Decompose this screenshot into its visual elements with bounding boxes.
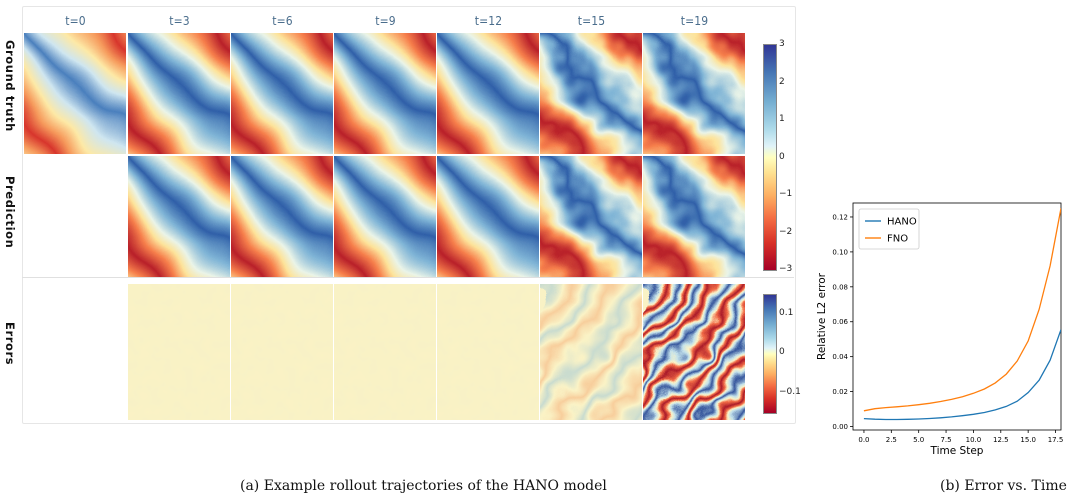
ground-truth-field: [437, 33, 539, 154]
x-tick-label: 2.5: [886, 436, 897, 444]
error-field: [540, 284, 642, 420]
series-line-fno: [863, 208, 1061, 412]
ground-truth-field: [24, 33, 126, 154]
prediction-field: [334, 156, 436, 277]
legend-label-hano: HANO: [887, 217, 917, 228]
row-label-errors: Errors: [3, 322, 17, 366]
x-tick-label: 17.5: [1048, 436, 1064, 444]
y-tick-label: 0.10: [832, 248, 848, 256]
ground-truth-field: [128, 33, 230, 154]
field-colorbar-tick: −2: [779, 226, 793, 237]
prediction-field: [231, 156, 333, 277]
y-tick-label: 0.12: [832, 213, 848, 221]
time-label: t=12: [474, 14, 503, 28]
error-colorbar-tick: 0: [779, 347, 785, 357]
legend-label-fno: FNO: [887, 234, 908, 245]
prediction-field: [643, 156, 745, 277]
error-colorbar-tick: 0.1: [779, 308, 794, 318]
x-tick-label: 12.5: [993, 436, 1009, 444]
time-label: t=9: [375, 14, 396, 28]
prediction-field: [540, 156, 642, 277]
row-label-ground-truth: Ground truth: [3, 40, 17, 132]
error-field: [643, 284, 745, 420]
x-tick-label: 7.5: [940, 436, 951, 444]
x-tick-label: 10.0: [966, 436, 982, 444]
error-colorbar: [763, 294, 777, 414]
x-tick-label: 15.0: [1020, 436, 1036, 444]
legend-box: [858, 208, 920, 250]
y-tick-label: 0.08: [832, 283, 848, 291]
time-label: t=3: [169, 14, 190, 28]
x-axis-label: Time Step: [930, 445, 984, 457]
prediction-field: [128, 156, 230, 277]
error-field: [128, 284, 230, 420]
ground-truth-field: [643, 33, 745, 154]
caption-b: (b) Error vs. Time: [940, 478, 1067, 494]
error-field: [437, 284, 539, 420]
row-separator: [22, 277, 794, 278]
y-tick-label: 0.00: [832, 423, 848, 431]
row-label-prediction: Prediction: [3, 176, 17, 249]
field-colorbar-tick: 2: [779, 76, 785, 87]
field-colorbar: [763, 44, 777, 271]
x-tick-label: 5.0: [913, 436, 924, 444]
time-label: t=6: [272, 14, 293, 28]
error-colorbar-tick: −0.1: [779, 387, 801, 397]
field-colorbar-tick: −1: [779, 189, 793, 199]
error-field: [334, 284, 436, 420]
y-tick-label: 0.04: [832, 353, 848, 361]
series-line-hano: [863, 329, 1061, 421]
plot-frame: [852, 202, 1062, 431]
error-field: [231, 284, 333, 420]
field-colorbar-tick: 3: [779, 39, 785, 49]
y-axis-label: Relative L2 error: [816, 272, 828, 360]
time-label: t=0: [65, 14, 86, 28]
ground-truth-field: [540, 33, 642, 154]
caption-a: (a) Example rollout trajectories of the …: [240, 478, 607, 494]
ground-truth-field: [334, 33, 436, 154]
x-tick-label: 0.0: [858, 436, 869, 444]
field-colorbar-tick: −3: [779, 264, 793, 274]
time-label: t=19: [680, 14, 709, 28]
time-label: t=15: [577, 14, 606, 28]
prediction-field: [437, 156, 539, 277]
field-colorbar-tick: 0: [779, 151, 785, 162]
y-tick-label: 0.06: [832, 318, 848, 326]
y-tick-label: 0.02: [832, 388, 848, 396]
field-colorbar-tick: 1: [779, 114, 785, 124]
ground-truth-field: [231, 33, 333, 154]
